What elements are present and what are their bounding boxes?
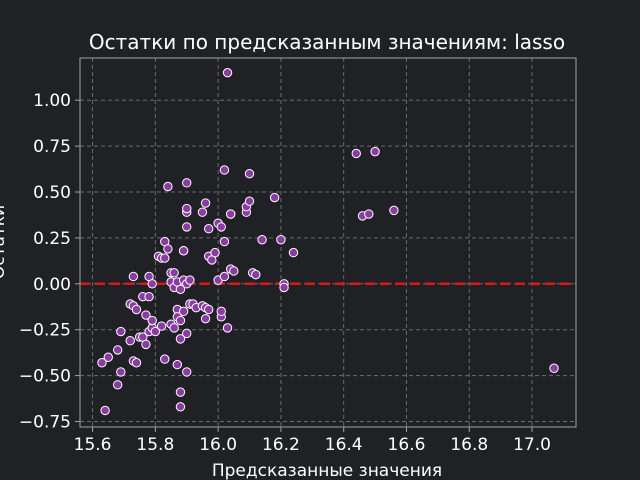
data-point xyxy=(175,334,186,344)
data-point xyxy=(276,235,286,245)
x-axis-ticks: 15.6 15.8 16.0 16.2 16.4 16.6 16.8 17.0 xyxy=(74,427,551,455)
data-point xyxy=(160,354,170,364)
y-tick-label: −0.75 xyxy=(19,412,71,432)
data-point xyxy=(251,269,261,280)
y-tick-label: 0.50 xyxy=(33,183,71,203)
data-point xyxy=(97,358,107,368)
x-tick-label: 16.4 xyxy=(325,435,363,455)
data-point xyxy=(116,326,126,337)
data-point xyxy=(182,328,192,339)
data-point xyxy=(112,380,123,390)
data-point xyxy=(178,306,189,317)
y-axis-ticks: −0.75 −0.50 −0.25 0.00 0.25 0.50 0.75 1.00 xyxy=(19,91,80,432)
data-point xyxy=(144,291,154,302)
x-tick-label: 15.8 xyxy=(136,435,174,455)
data-point xyxy=(116,367,126,377)
x-tick-label: 16.6 xyxy=(388,435,426,455)
data-point xyxy=(141,310,151,320)
y-tick-label: −0.50 xyxy=(19,367,71,387)
data-point xyxy=(103,352,113,362)
data-point xyxy=(229,266,239,276)
data-point xyxy=(163,244,173,254)
data-point xyxy=(210,247,220,258)
data-point xyxy=(216,222,226,232)
data-point xyxy=(131,358,142,368)
data-point xyxy=(219,236,230,247)
data-point xyxy=(125,336,135,346)
x-tick-label: 15.6 xyxy=(74,435,112,455)
x-tick-label: 16.0 xyxy=(199,435,237,455)
data-point xyxy=(204,224,214,234)
data-point xyxy=(131,304,142,315)
data-point xyxy=(160,253,170,263)
data-point xyxy=(257,235,267,245)
data-point xyxy=(216,306,226,317)
data-point xyxy=(169,268,179,278)
y-tick-label: 0.75 xyxy=(33,137,71,157)
y-tick-label: 0.25 xyxy=(33,229,71,249)
data-point xyxy=(200,198,211,208)
data-point xyxy=(364,209,374,219)
data-point xyxy=(370,146,380,157)
data-point xyxy=(182,203,192,214)
data-point xyxy=(269,192,280,203)
data-point xyxy=(222,323,233,333)
x-tick-label: 17.0 xyxy=(513,435,551,455)
data-point xyxy=(204,304,214,315)
data-point xyxy=(175,284,186,295)
x-tick-label: 16.2 xyxy=(262,435,300,455)
data-point xyxy=(178,246,189,256)
y-tick-label: −0.25 xyxy=(19,321,71,341)
data-point xyxy=(279,282,289,293)
data-point xyxy=(156,321,167,331)
data-point xyxy=(219,165,230,175)
data-point xyxy=(128,271,139,282)
data-point xyxy=(351,148,361,159)
data-point xyxy=(175,402,186,412)
y-tick-label: 0.00 xyxy=(33,275,71,295)
data-points xyxy=(97,67,559,416)
data-point xyxy=(175,387,186,397)
x-tick-label: 16.8 xyxy=(450,435,488,455)
data-point xyxy=(222,67,233,78)
data-point xyxy=(163,181,173,192)
data-point xyxy=(182,222,192,232)
data-point xyxy=(225,209,236,219)
data-point xyxy=(147,279,157,289)
data-point xyxy=(244,168,255,179)
data-point xyxy=(389,205,399,216)
data-point xyxy=(112,345,123,355)
data-point xyxy=(185,275,195,285)
data-point xyxy=(182,178,192,188)
data-point xyxy=(549,363,559,373)
y-tick-label: 1.00 xyxy=(33,91,71,111)
plot-frame xyxy=(79,57,577,428)
data-point xyxy=(100,405,110,416)
chart-title: Остатки по предсказанным значениям: lass… xyxy=(89,30,565,54)
data-point xyxy=(244,196,255,206)
data-point xyxy=(172,359,183,370)
data-point xyxy=(147,315,157,326)
data-point xyxy=(169,323,179,333)
data-point xyxy=(200,313,211,324)
data-point xyxy=(288,247,299,258)
data-point xyxy=(175,315,186,326)
data-point xyxy=(219,271,230,282)
data-point xyxy=(150,326,161,337)
x-axis-label: Предсказанные значения xyxy=(212,461,442,480)
data-point xyxy=(141,339,151,350)
data-point xyxy=(197,207,208,217)
y-axis-label: Остатки xyxy=(0,205,9,279)
data-point xyxy=(182,367,192,377)
